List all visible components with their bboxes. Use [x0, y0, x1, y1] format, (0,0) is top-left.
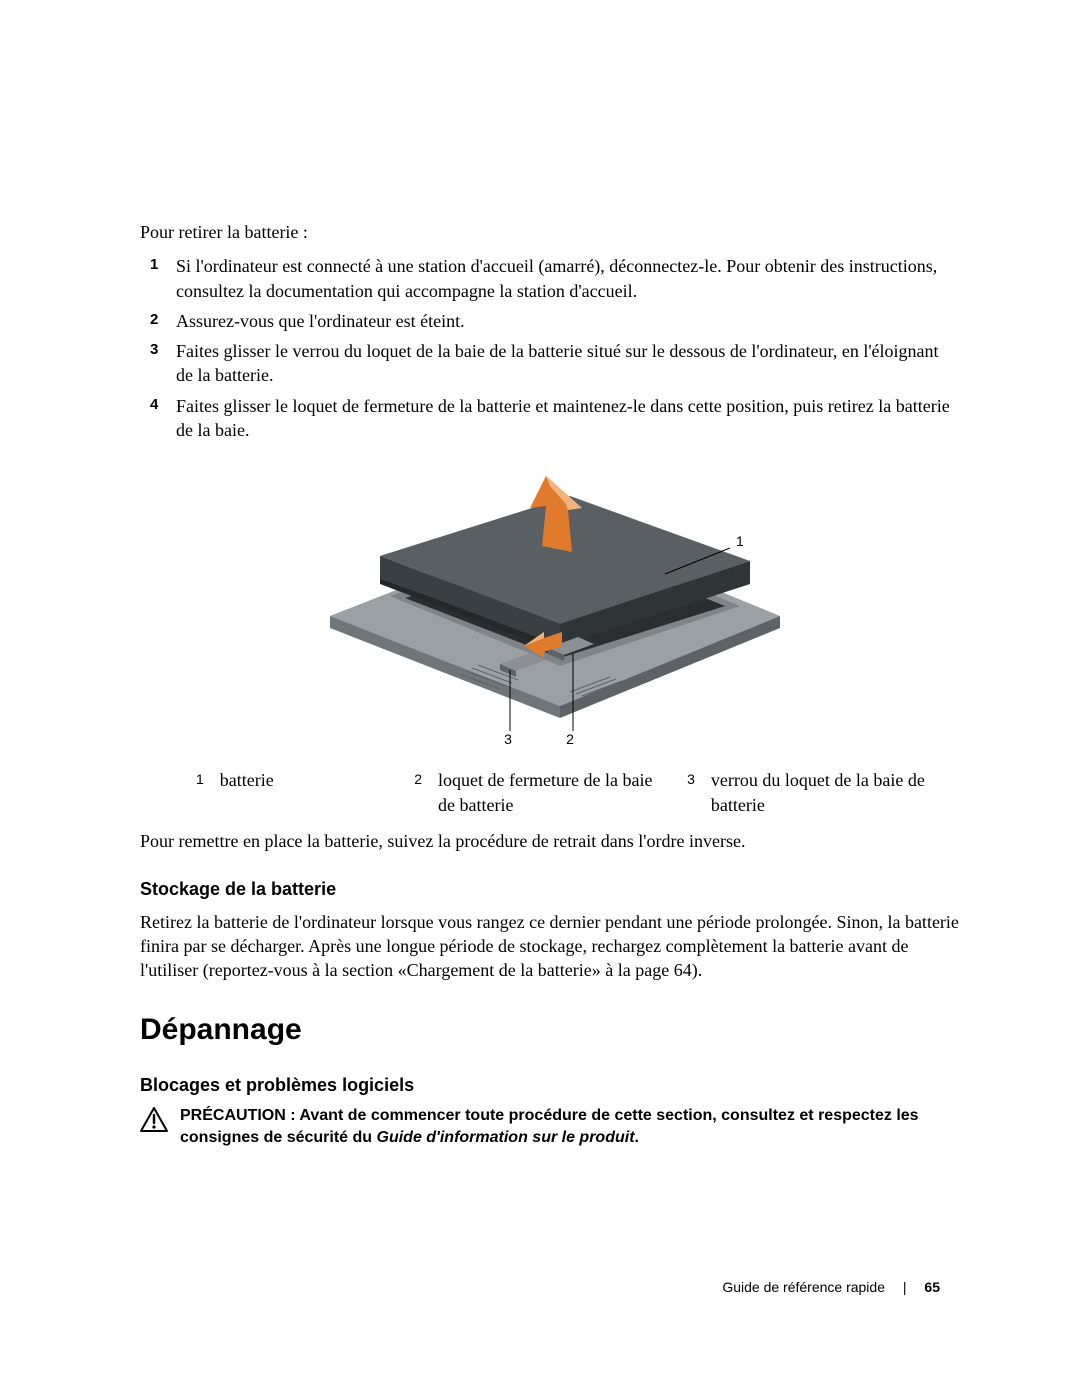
callout-3: 3	[504, 731, 512, 746]
document-page: Pour retirer la batterie : Si l'ordinate…	[0, 0, 1080, 1397]
storage-heading: Stockage de la batterie	[140, 877, 960, 901]
legend-row: 1 batterie 2 loquet de fermeture de la b…	[196, 768, 960, 817]
caution-body-italic: Guide d'information sur le produit	[377, 1129, 635, 1146]
steps-list: Si l'ordinateur est connecté à une stati…	[140, 254, 960, 442]
storage-body: Retirez la batterie de l'ordinateur lors…	[140, 910, 960, 983]
callout-1: 1	[736, 533, 744, 549]
legend-label: batterie	[220, 768, 274, 792]
figure-legend: 1 batterie 2 loquet de fermeture de la b…	[140, 768, 960, 817]
reassemble-text: Pour remettre en place la batterie, suiv…	[140, 829, 960, 853]
legend-cell: 3 verrou du loquet de la baie de batteri…	[687, 768, 960, 817]
battery-diagram-svg: 1 2 3	[310, 456, 790, 746]
legend-num: 2	[414, 768, 422, 790]
step-item: Si l'ordinateur est connecté à une stati…	[172, 254, 960, 303]
page-footer: Guide de référence rapide | 65	[722, 1278, 940, 1297]
caution-text: PRÉCAUTION : Avant de commencer toute pr…	[180, 1105, 960, 1148]
step-text: Faites glisser le verrou du loquet de la…	[176, 341, 939, 385]
caution-body-2: .	[635, 1129, 639, 1146]
caution-label: PRÉCAUTION :	[180, 1107, 296, 1124]
legend-num: 1	[196, 768, 204, 790]
legend-cell: 2 loquet de fermeture de la baie de batt…	[414, 768, 687, 817]
troubleshoot-subheading: Blocages et problèmes logiciels	[140, 1073, 960, 1097]
troubleshoot-heading: Dépannage	[140, 1010, 960, 1051]
legend-label: verrou du loquet de la baie de batterie	[711, 768, 942, 817]
callout-2: 2	[566, 731, 574, 746]
step-text: Assurez-vous que l'ordinateur est éteint…	[176, 311, 465, 331]
step-text: Faites glisser le loquet de fermeture de…	[176, 396, 950, 440]
legend-label: loquet de fermeture de la baie de batter…	[438, 768, 669, 817]
step-item: Assurez-vous que l'ordinateur est éteint…	[172, 309, 960, 333]
step-item: Faites glisser le loquet de fermeture de…	[172, 394, 960, 443]
footer-page-number: 65	[924, 1279, 940, 1295]
legend-cell: 1 batterie	[196, 768, 414, 817]
warning-icon	[140, 1107, 168, 1139]
step-text: Si l'ordinateur est connecté à une stati…	[176, 256, 937, 300]
intro-text: Pour retirer la batterie :	[140, 220, 960, 244]
step-item: Faites glisser le verrou du loquet de la…	[172, 339, 960, 388]
footer-title: Guide de référence rapide	[722, 1279, 885, 1295]
battery-figure: 1 2 3	[310, 456, 790, 746]
caution-block: PRÉCAUTION : Avant de commencer toute pr…	[140, 1105, 960, 1148]
footer-separator: |	[903, 1279, 907, 1295]
legend-num: 3	[687, 768, 695, 790]
